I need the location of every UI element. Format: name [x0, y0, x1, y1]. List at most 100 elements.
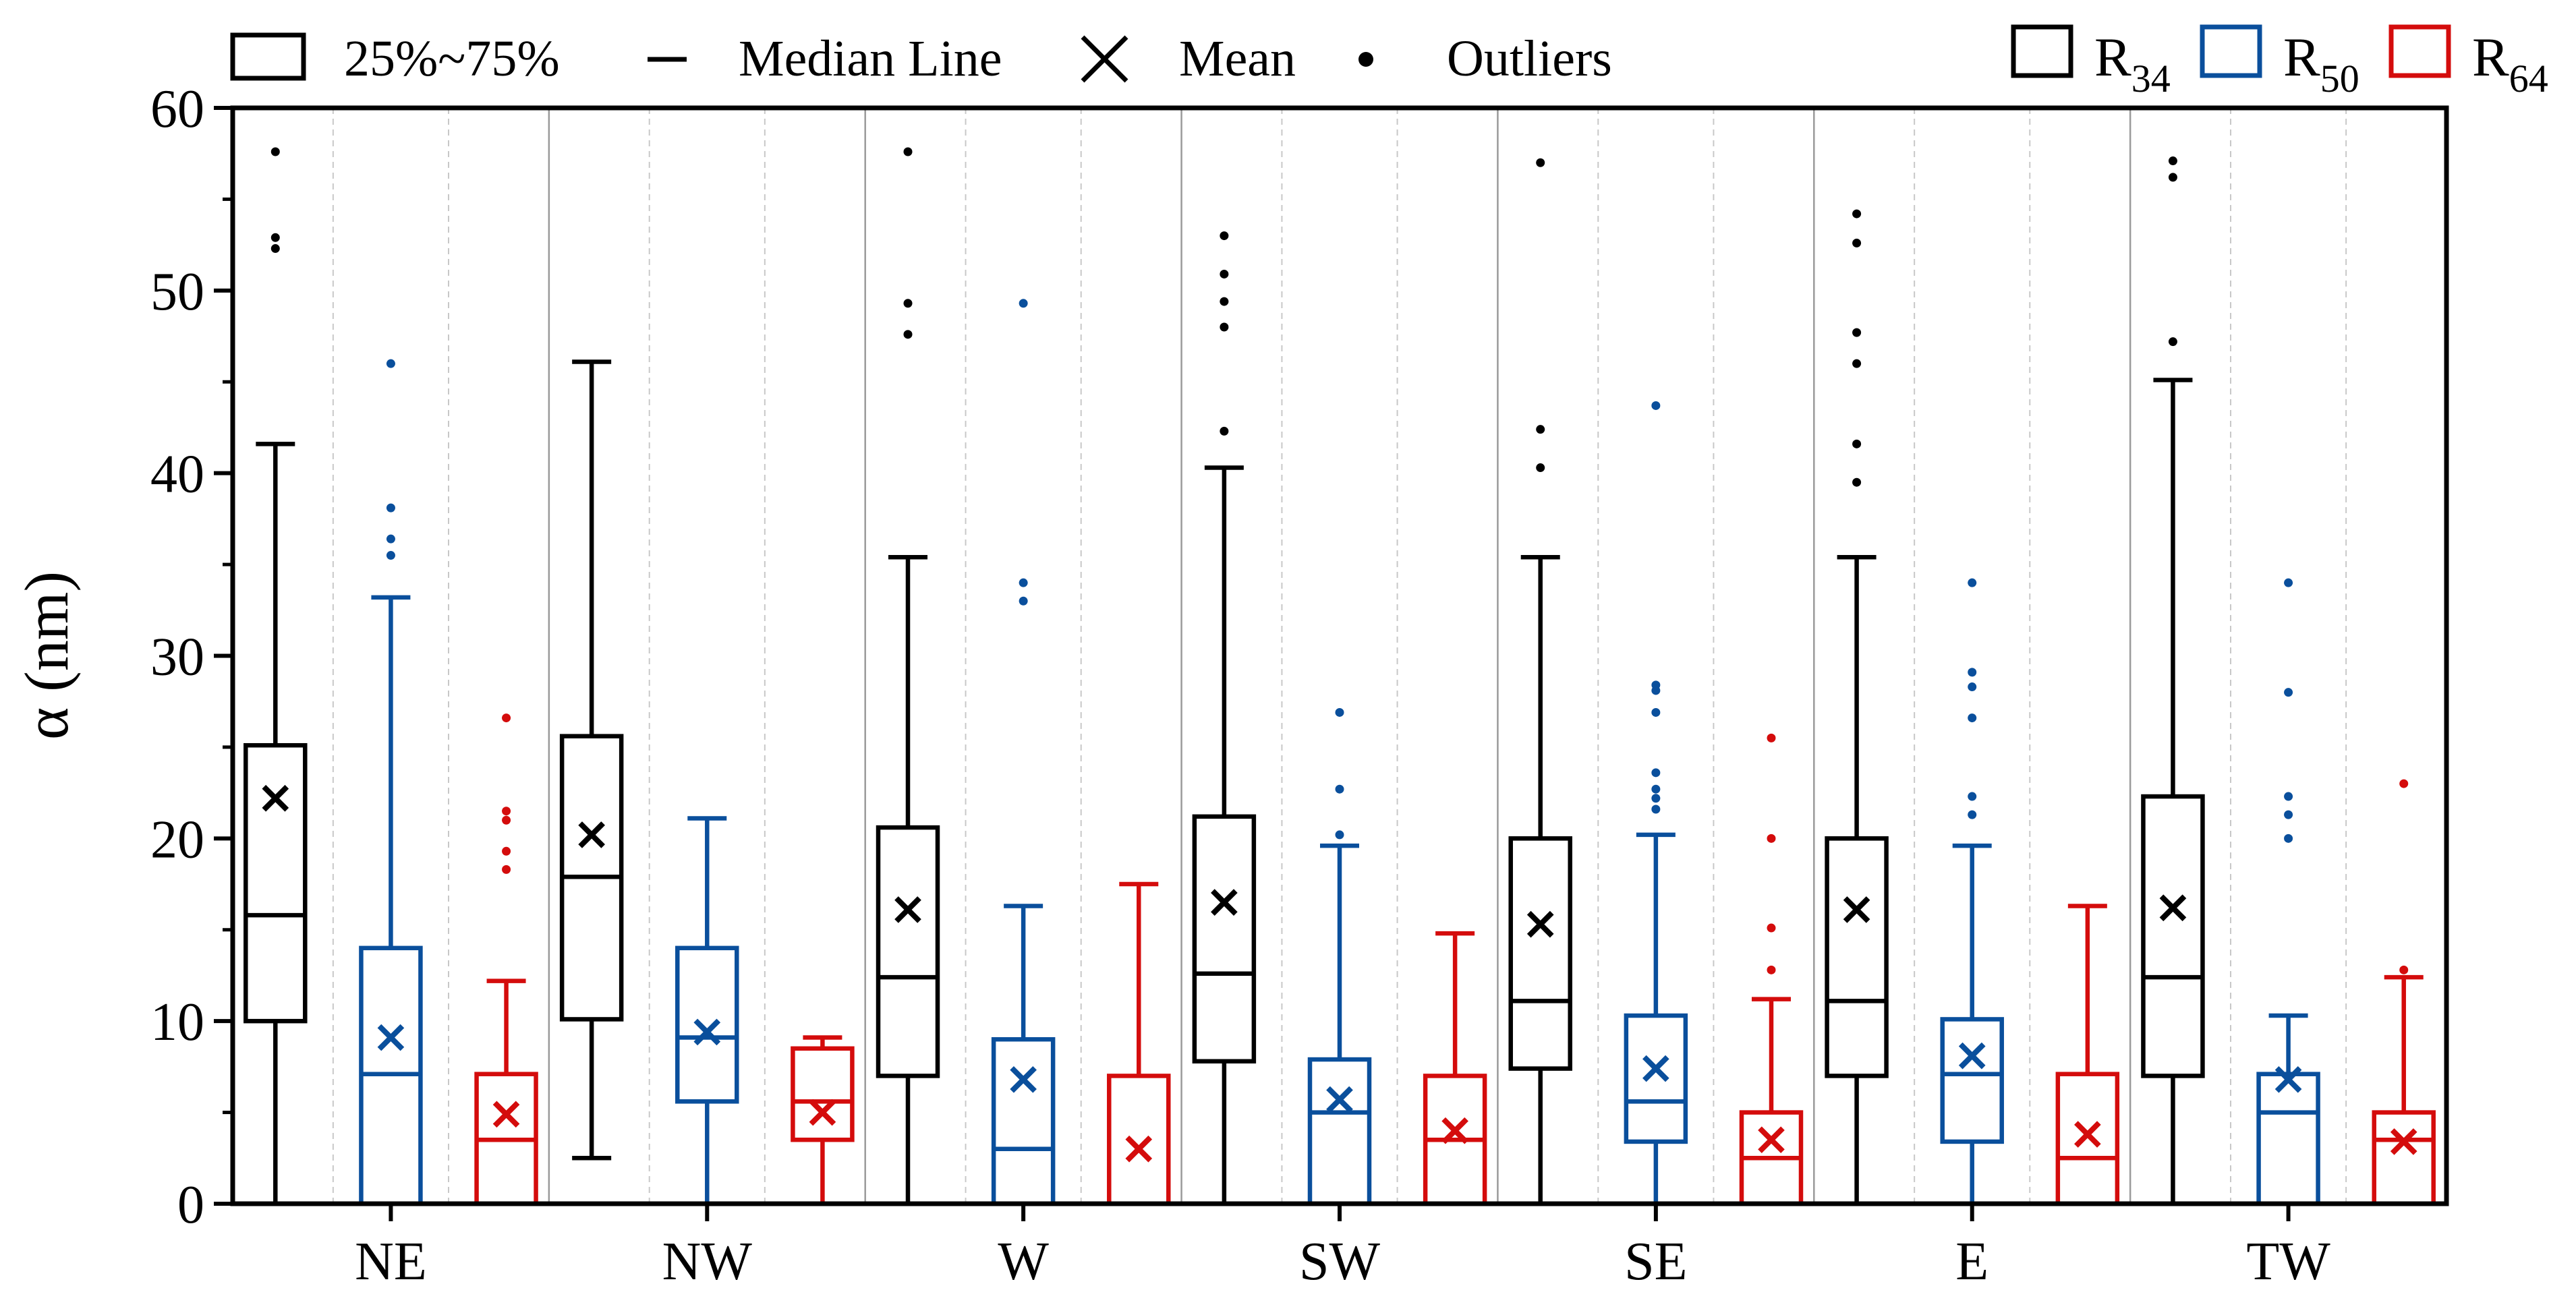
- legend-mean-label: Mean: [1179, 30, 1296, 87]
- box-r34-ne: [244, 147, 308, 1206]
- x-tick-label: E: [1955, 1232, 1988, 1291]
- box-r64-w: [1107, 881, 1171, 1206]
- mean-marker: [1211, 889, 1238, 916]
- box-r50-nw: [675, 816, 739, 1206]
- outlier-point: [270, 147, 280, 156]
- iqr-box: [2141, 794, 2205, 1078]
- outlier-point: [1536, 158, 1545, 167]
- outlier-point: [2284, 688, 2293, 697]
- outlier-point: [386, 551, 395, 560]
- outlier-point: [2284, 792, 2293, 801]
- outlier-point: [1220, 322, 1229, 332]
- iqr-box: [876, 825, 940, 1078]
- y-tick-label: 0: [177, 1175, 204, 1235]
- mean-marker: [894, 896, 921, 923]
- grid-layer: [332, 108, 2347, 1204]
- outlier-point: [1968, 682, 1977, 692]
- mean-marker: [377, 1024, 405, 1051]
- box-r64-se: [1739, 733, 1804, 1206]
- iqr-box: [1940, 1017, 2004, 1144]
- outlier-point: [1651, 680, 1661, 690]
- y-tick-label: 60: [150, 80, 204, 139]
- outlier-point: [1335, 707, 1344, 717]
- outlier-point: [502, 713, 511, 723]
- box-r50-w: [991, 299, 1056, 1206]
- x-tick-label: TW: [2246, 1232, 2330, 1291]
- y-tick-label: 30: [150, 628, 204, 687]
- x-tick-label: SW: [1299, 1232, 1380, 1291]
- outlier-point: [2284, 834, 2293, 843]
- outlier-point: [1852, 359, 1862, 368]
- outlier-point: [1019, 299, 1028, 308]
- outlier-point: [1019, 596, 1028, 606]
- outlier-point: [1968, 668, 1977, 677]
- outlier-point: [1019, 578, 1028, 587]
- outlier-point: [1651, 805, 1661, 814]
- outlier-point: [1651, 707, 1661, 717]
- box-r64-sw: [1423, 931, 1487, 1206]
- mean-marker: [1526, 910, 1554, 938]
- mean-marker: [1843, 896, 1870, 923]
- y-tick-label: 40: [150, 445, 204, 504]
- outlier-point: [1968, 810, 1977, 819]
- iqr-box: [1107, 1074, 1171, 1206]
- outlier-point: [2168, 156, 2177, 166]
- outlier-point: [1767, 834, 1776, 843]
- axis-layer: 0 10 20 30 40 50 60 NE NW W SW SE E TW: [150, 80, 2330, 1291]
- legend-series-swatch-r64: [2388, 24, 2451, 78]
- mean-marker: [492, 1101, 520, 1128]
- outlier-point: [903, 299, 913, 308]
- outlier-point: [1651, 784, 1661, 794]
- mean-marker: [1958, 1042, 1986, 1070]
- box-r34-sw: [1192, 231, 1257, 1206]
- box-r50-sw: [1307, 707, 1372, 1206]
- box-r64-e: [2055, 904, 2120, 1206]
- iqr-box: [675, 945, 739, 1104]
- outlier-point: [270, 233, 280, 242]
- outlier-point: [1767, 965, 1776, 974]
- mean-marker: [809, 1099, 836, 1126]
- iqr-box: [1825, 836, 1889, 1078]
- outlier-point: [1220, 426, 1229, 436]
- legend-series-label-r64: R64: [2472, 26, 2548, 100]
- outlier-point: [502, 846, 511, 856]
- mean-marker: [578, 821, 605, 848]
- mean-marker: [1642, 1055, 1669, 1082]
- outlier-point: [1220, 297, 1229, 306]
- box-r34-tw: [2141, 156, 2205, 1206]
- iqr-box: [2256, 1072, 2320, 1206]
- mean-marker: [2390, 1128, 2417, 1155]
- outlier-point: [270, 244, 280, 254]
- outlier-point: [502, 815, 511, 825]
- outlier-point: [903, 330, 913, 339]
- outlier-point: [1651, 401, 1661, 410]
- box-layer: [244, 147, 2436, 1206]
- iqr-box: [2372, 1110, 2436, 1206]
- mean-marker: [1441, 1117, 1468, 1144]
- mean-marker: [2159, 894, 2187, 922]
- outlier-point: [2168, 173, 2177, 182]
- outlier-point: [2284, 578, 2293, 587]
- y-tick-label: 50: [150, 262, 204, 322]
- x-tick-label: W: [998, 1232, 1049, 1291]
- legend-box-swatch: [230, 32, 306, 81]
- outlier-point: [502, 807, 511, 816]
- mean-marker: [1010, 1066, 1037, 1093]
- outlier-point: [386, 534, 395, 544]
- y-tick-label: 20: [150, 810, 204, 869]
- outlier-point: [1968, 713, 1977, 723]
- box-r50-se: [1624, 401, 1688, 1206]
- outlier-point: [1968, 578, 1977, 587]
- mean-marker: [2074, 1121, 2101, 1148]
- iqr-box: [1192, 814, 1257, 1064]
- y-tick-label: 10: [150, 993, 204, 1052]
- outlier-point: [1767, 923, 1776, 933]
- outlier-point: [1651, 794, 1661, 803]
- outlier-point: [1335, 830, 1344, 840]
- outlier-point: [2284, 810, 2293, 819]
- outlier-point: [1852, 209, 1862, 218]
- mean-marker: [693, 1018, 721, 1046]
- box-r34-e: [1825, 209, 1889, 1206]
- iqr-box: [991, 1037, 1056, 1206]
